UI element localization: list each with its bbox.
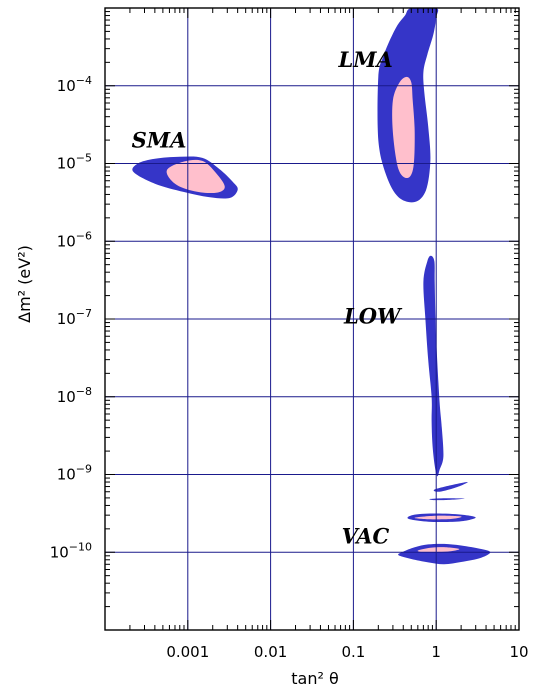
- vac-outer-contour: [398, 543, 491, 565]
- island-6-outer-contour: [433, 481, 468, 492]
- island-4-inner-contour: [414, 515, 462, 520]
- x-tick-label: 0.1: [341, 643, 365, 661]
- x-tick-label: 10: [509, 643, 528, 661]
- x-tick-labels: 0.001 0.01 0.1 1 10: [166, 643, 528, 661]
- allowed-regions: [132, 8, 491, 565]
- y-tick-label: 10−4: [57, 74, 92, 95]
- y-tick-label: 10−5: [57, 152, 92, 173]
- x-tick-label: 0.01: [254, 643, 287, 661]
- grid-lines: [105, 8, 519, 630]
- region-label-lma: LMA: [337, 47, 392, 72]
- region-label-vac: VAC: [342, 523, 390, 548]
- region-labels: SMA LMA LOW VAC: [132, 47, 403, 549]
- sma-inner-contour: [166, 159, 225, 194]
- plot-frame: [104, 7, 520, 631]
- y-tick-labels: 10−10 10−9 10−8 10−7 10−6 10−5 10−4: [50, 74, 92, 562]
- vac-inner-contour: [417, 547, 460, 553]
- island-5-outer-contour: [429, 498, 465, 501]
- lma-inner-contour: [392, 76, 415, 179]
- y-tick-label: 10−9: [57, 463, 92, 484]
- y-tick-label: 10−7: [57, 307, 92, 328]
- x-tick-label: 0.001: [166, 643, 209, 661]
- y-tick-label: 10−10: [50, 540, 92, 561]
- y-axis-label: Δm² (eV²): [15, 245, 34, 323]
- low-outer-contour: [423, 255, 444, 477]
- y-tick-label: 10−6: [57, 229, 92, 250]
- region-label-low: LOW: [343, 303, 403, 328]
- x-tick-label: 1: [431, 643, 441, 661]
- y-tick-label: 10−8: [57, 385, 92, 406]
- x-axis-label: tan² θ: [291, 669, 339, 688]
- region-label-sma: SMA: [132, 128, 187, 153]
